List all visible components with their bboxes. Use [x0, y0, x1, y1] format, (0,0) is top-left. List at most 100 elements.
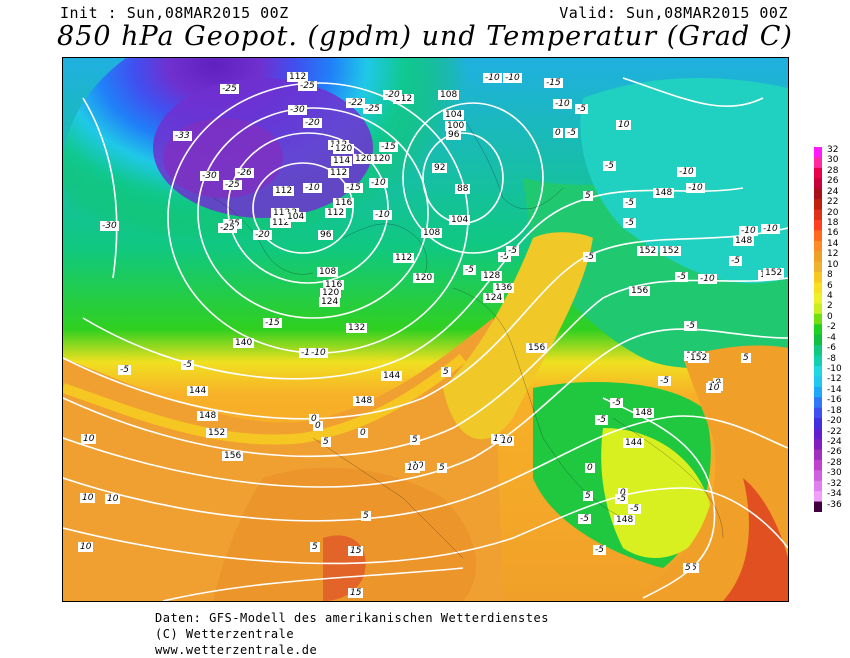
color-scale-segment	[814, 428, 822, 440]
color-scale-segment	[814, 251, 822, 263]
temperature-label: -10	[553, 99, 572, 109]
temperature-label: -10	[739, 226, 758, 236]
geopotential-label: 152	[206, 428, 228, 438]
geopotential-label: 116	[333, 198, 355, 208]
geopotential-label: 112	[271, 208, 293, 218]
temperature-label: -10	[373, 210, 392, 220]
color-scale-segment	[814, 324, 822, 336]
color-scale-tick: 18	[827, 218, 839, 228]
geopotential-label: 124	[319, 297, 341, 307]
geopotential-label: 120	[353, 154, 375, 164]
color-scale-segment	[814, 366, 822, 377]
temperature-label: -30	[100, 221, 119, 231]
color-scale-segment	[814, 178, 822, 190]
temperature-label: 0	[313, 421, 323, 431]
temperature-label: -5	[575, 104, 588, 114]
geopotential-label: 114	[331, 156, 353, 166]
color-scale-tick: -32	[827, 478, 842, 489]
color-scale-tick: -6	[827, 343, 836, 354]
color-scale-tick: 0	[827, 311, 833, 322]
coastlines	[212, 117, 724, 559]
temperature-label: 0	[358, 428, 368, 438]
geopotential-label: 128	[481, 271, 503, 281]
temperature-label: -25	[218, 223, 237, 233]
temperature-label: -10	[299, 348, 318, 358]
geopotential-label: 112	[270, 218, 292, 228]
temperature-label: -5	[593, 545, 606, 555]
color-scale-segment	[814, 261, 822, 273]
temperature-label: -10	[677, 167, 696, 177]
geopotential-label: 100	[445, 121, 467, 131]
temperature-label: -10	[369, 178, 388, 188]
footer-website: www.wetterzentrale.de	[155, 643, 318, 657]
temperature-label: -20	[303, 118, 322, 128]
footer-copyright: (C) Wetterzentrale	[155, 627, 295, 641]
temperature-label: -15	[263, 318, 282, 328]
temperature-label: 0	[553, 128, 563, 138]
color-scale-segment	[814, 407, 822, 419]
color-scale-segment	[814, 439, 822, 450]
temperature-label: 5	[583, 491, 593, 501]
color-scale-segment	[814, 376, 822, 388]
iberia-warm	[213, 467, 477, 601]
color-scale-segment	[814, 303, 822, 315]
temperature-label: -10	[686, 183, 705, 193]
color-scale-tick: -24	[827, 437, 842, 447]
temperature-label: -5	[615, 494, 628, 504]
color-scale-segment	[814, 501, 822, 512]
temperature-label: -25	[223, 180, 242, 190]
color-scale-segment	[814, 157, 822, 169]
color-scale-segment	[814, 147, 822, 158]
color-scale-tick: -30	[827, 468, 842, 479]
temperature-label: -5	[463, 265, 476, 275]
color-scale-tick: 4	[827, 291, 833, 301]
valid-time: Valid: Sun,08MAR2015 00Z	[559, 4, 788, 22]
color-scale-segment	[814, 470, 822, 482]
geopotential-label: 148	[653, 188, 675, 198]
color-scale-segment	[814, 293, 822, 304]
temperature-label: 10	[105, 494, 121, 504]
southeast-warm	[623, 345, 788, 601]
geopotential-label: 104	[443, 110, 465, 120]
temperature-label: 10	[616, 120, 632, 130]
geopotential-label: 148	[733, 236, 755, 246]
color-scale-bar	[814, 147, 822, 512]
geopotential-label: 120	[413, 273, 435, 283]
color-scale-tick: -36	[827, 499, 842, 510]
temperature-label: -15	[344, 183, 363, 193]
geopotential-label: 148	[633, 408, 655, 418]
color-scale-tick: 32	[827, 145, 839, 155]
color-scale-tick: 14	[827, 238, 839, 249]
geopotential-label: 152	[763, 268, 785, 278]
geopotential-label: 144	[623, 438, 645, 448]
geopotential-label: 120	[371, 154, 393, 164]
temperature-label: -5	[181, 360, 194, 370]
color-scale-tick: -22	[827, 426, 842, 437]
geopotential-label: 152	[660, 246, 682, 256]
geopotential-label: 148	[197, 411, 219, 421]
color-scale-segment	[814, 459, 822, 471]
temperature-label: 5	[321, 437, 331, 447]
color-scale-tick: 8	[827, 270, 833, 281]
temperature-label: -25	[220, 84, 239, 94]
temperature-label: -5	[595, 415, 608, 425]
geopotential-label: 112	[287, 72, 309, 82]
color-scale-segment	[814, 167, 822, 179]
temperature-label: 5	[441, 367, 451, 377]
temperature-label: -10	[503, 73, 522, 83]
temperature-label: -20	[383, 90, 402, 100]
color-scale-segment	[814, 491, 822, 503]
color-scale-tick: 30	[827, 155, 839, 166]
color-scale-segment	[814, 230, 822, 242]
temperature-label: 5	[437, 463, 447, 473]
geopotential-label: 140	[233, 338, 255, 348]
temperature-label: 10	[80, 493, 96, 503]
color-scale-tick: -16	[827, 395, 842, 406]
temperature-label: 10	[81, 434, 97, 444]
temperature-label: -26	[235, 168, 254, 178]
color-scale-segment	[814, 188, 822, 200]
temperature-label: -10	[698, 274, 717, 284]
cold-core-center	[163, 118, 283, 198]
temperature-label: 5	[683, 563, 693, 573]
color-scale-tick: 6	[827, 280, 833, 291]
